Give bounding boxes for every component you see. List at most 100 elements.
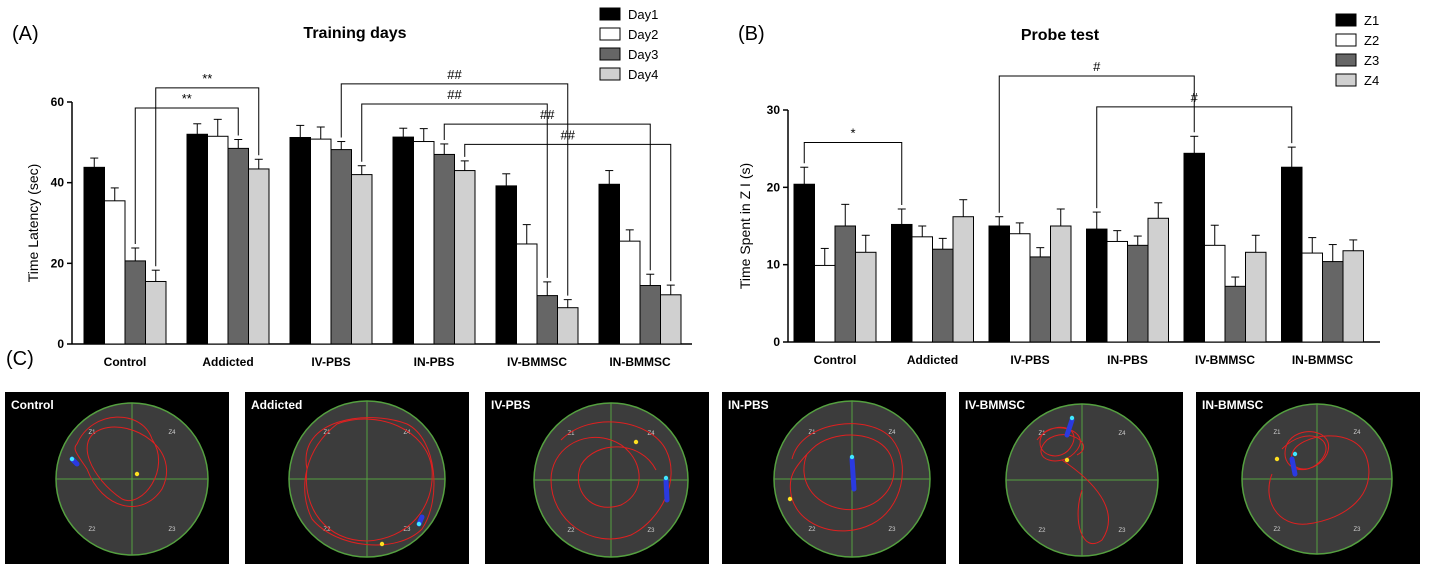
y-tick-label: 40 xyxy=(51,176,65,190)
bar xyxy=(1127,244,1149,343)
bar xyxy=(1322,261,1344,343)
bar xyxy=(793,183,815,343)
x-tick-label: IV-BMMSC xyxy=(1195,353,1255,367)
zone-label: Z2 xyxy=(323,527,331,533)
bar xyxy=(330,149,352,345)
legend-swatch xyxy=(599,7,621,21)
zone-label: Z1 xyxy=(88,430,96,436)
zone-label: Z2 xyxy=(1273,527,1281,533)
legend-label: Z1 xyxy=(1364,13,1379,28)
bar xyxy=(834,225,856,343)
zone-label: Z4 xyxy=(1353,430,1361,436)
legend-swatch xyxy=(599,27,621,41)
significance-bracket xyxy=(155,87,260,267)
bar xyxy=(932,248,954,343)
significance-bracket xyxy=(998,75,1195,213)
bar xyxy=(1147,217,1169,343)
start-point xyxy=(379,541,385,547)
x-tick-label: IV-BMMSC xyxy=(507,355,567,369)
bar xyxy=(124,260,146,345)
bar xyxy=(454,170,476,345)
swim-track xyxy=(789,423,903,532)
bar xyxy=(855,251,877,343)
y-tick-label: 60 xyxy=(51,95,65,109)
swim-track xyxy=(550,421,672,540)
legend-label: Day4 xyxy=(628,67,658,82)
legend-label: Z4 xyxy=(1364,73,1379,88)
track-label: IN-BMMSC xyxy=(1202,398,1264,412)
track-tile: Z1 Z4 Z2 Z3 IN-PBS xyxy=(722,392,946,564)
y-tick-label: 20 xyxy=(767,180,781,194)
start-point xyxy=(1064,457,1070,463)
x-tick-label: IV-PBS xyxy=(311,355,350,369)
panel-c-label: (C) xyxy=(6,348,34,370)
zone-label: Z2 xyxy=(1038,528,1046,534)
start-point xyxy=(134,471,140,477)
bar xyxy=(104,200,126,345)
y-tick-label: 30 xyxy=(767,103,781,117)
significance-bracket xyxy=(134,107,239,245)
end-segment xyxy=(849,456,857,492)
bar xyxy=(310,138,332,345)
swim-track xyxy=(304,417,435,546)
significance-label: ** xyxy=(182,91,192,106)
x-tick-label: Addicted xyxy=(202,355,253,369)
bar xyxy=(1342,250,1364,343)
legend-label: Day2 xyxy=(628,27,658,42)
track-tile: Z1 Z4 Z2 Z3 IV-PBS xyxy=(485,392,709,564)
legend-swatch xyxy=(599,67,621,81)
bar xyxy=(413,141,435,345)
bar xyxy=(248,168,270,345)
bar xyxy=(1204,244,1226,343)
end-segment xyxy=(1289,456,1298,477)
zone-label: Z2 xyxy=(88,527,96,533)
zone-label: Z4 xyxy=(888,430,896,436)
bar xyxy=(814,264,836,343)
zone-label: Z4 xyxy=(403,430,411,436)
track-label: IV-BMMSC xyxy=(965,398,1025,412)
track-tile: Z1 Z4 Z2 Z3 Addicted xyxy=(245,392,469,564)
start-point xyxy=(1274,456,1280,462)
bar xyxy=(1106,240,1128,343)
legend-swatch xyxy=(1335,13,1357,27)
track-tile: Z1 Z4 Z2 Z3 IV-BMMSC xyxy=(959,392,1183,564)
bar xyxy=(186,133,208,345)
track-label: Control xyxy=(11,398,54,412)
x-tick-label: IN-BMMSC xyxy=(1292,353,1354,367)
bar xyxy=(495,185,517,345)
bar xyxy=(516,243,538,345)
zone-label: Z3 xyxy=(1353,527,1361,533)
zone-label: Z3 xyxy=(888,527,896,533)
swim-track xyxy=(1268,431,1370,525)
significance-label: ## xyxy=(447,87,462,102)
x-tick-label: IN-PBS xyxy=(414,355,455,369)
end-point xyxy=(1292,451,1298,457)
y-axis-label: Time Latency (sec) xyxy=(25,164,41,283)
significance-bracket xyxy=(443,123,651,271)
start-point xyxy=(787,496,793,502)
legend-swatch xyxy=(1335,33,1357,47)
bar xyxy=(619,240,641,345)
zone-label: Z3 xyxy=(403,527,411,533)
bar xyxy=(1245,251,1267,343)
bar xyxy=(1009,233,1031,343)
end-point xyxy=(849,454,855,460)
significance-bracket xyxy=(464,143,672,282)
x-tick-label: Addicted xyxy=(907,353,958,367)
zone-label: Z2 xyxy=(567,528,575,534)
bar xyxy=(227,147,249,345)
significance-label: * xyxy=(850,125,855,140)
bar xyxy=(1086,228,1108,343)
x-tick-label: IN-BMMSC xyxy=(609,355,671,369)
significance-label: ## xyxy=(540,107,555,122)
significance-bracket xyxy=(361,103,548,278)
bar xyxy=(1029,256,1051,343)
bar xyxy=(1050,225,1072,343)
x-tick-label: IV-PBS xyxy=(1010,353,1049,367)
end-point xyxy=(1069,415,1075,421)
significance-bracket xyxy=(803,141,903,205)
bar xyxy=(289,136,311,345)
bar xyxy=(891,223,913,343)
